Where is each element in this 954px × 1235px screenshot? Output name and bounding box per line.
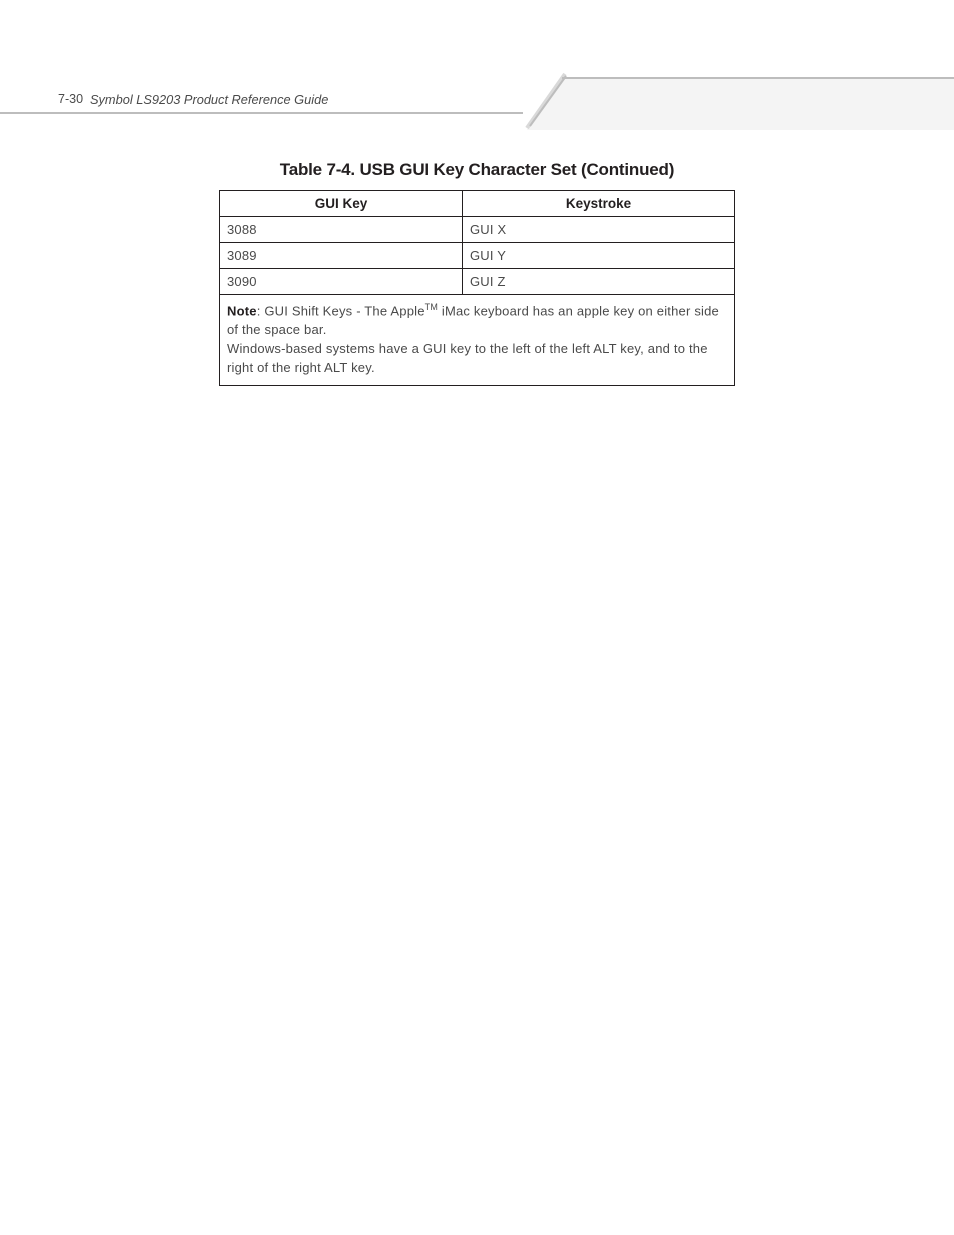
table-caption: Table 7-4. USB GUI Key Character Set (Co… <box>0 160 954 180</box>
table-header-row: GUI Key Keystroke <box>220 191 735 217</box>
col-header-keystroke: Keystroke <box>463 191 735 217</box>
cell-gui-key: 3090 <box>220 269 463 295</box>
table-note-cell: Note: GUI Shift Keys - The AppleTM iMac … <box>220 295 735 386</box>
table-row: 3088 GUI X <box>220 217 735 243</box>
note-text-2: Windows-based systems have a GUI key to … <box>227 341 708 375</box>
cell-keystroke: GUI Z <box>463 269 735 295</box>
note-text-1a: : GUI Shift Keys - The Apple <box>257 303 425 318</box>
cell-gui-key: 3088 <box>220 217 463 243</box>
header-divider-graphic <box>0 0 954 130</box>
note-label: Note <box>227 303 257 318</box>
table-note-row: Note: GUI Shift Keys - The AppleTM iMac … <box>220 295 735 386</box>
page-number: 7-30 <box>58 92 83 106</box>
guide-title: Symbol LS9203 Product Reference Guide <box>90 92 328 107</box>
table-row: 3090 GUI Z <box>220 269 735 295</box>
cell-keystroke: GUI X <box>463 217 735 243</box>
gui-key-table: GUI Key Keystroke 3088 GUI X 3089 GUI Y … <box>219 190 735 386</box>
col-header-gui-key: GUI Key <box>220 191 463 217</box>
cell-gui-key: 3089 <box>220 243 463 269</box>
trademark-symbol: TM <box>425 302 438 312</box>
cell-keystroke: GUI Y <box>463 243 735 269</box>
page-content: Table 7-4. USB GUI Key Character Set (Co… <box>0 160 954 386</box>
table-row: 3089 GUI Y <box>220 243 735 269</box>
